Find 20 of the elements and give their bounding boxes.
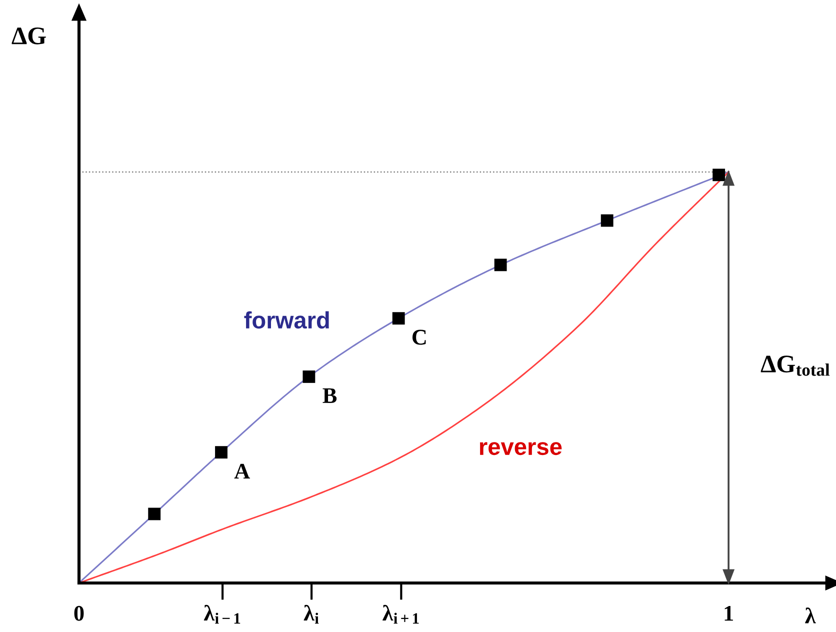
point [215, 446, 228, 459]
x-tick-label: λ$_{i+1}$ [382, 604, 419, 624]
annotation: C [412, 330, 426, 345]
x-tick-label: λ$_{i}$ [304, 604, 319, 624]
point [712, 168, 726, 182]
point [302, 370, 316, 383]
point [392, 312, 405, 325]
point [148, 508, 161, 520]
text: ΔG [12, 28, 46, 44]
series-label: reverse [480, 442, 562, 456]
point [600, 214, 614, 227]
annotation: B [322, 388, 337, 403]
x-tick-label: λ$_{i−1}$ [204, 604, 240, 624]
x-tick-label: 1 [724, 606, 733, 621]
ref-line-label: ΔG$_{total}$ [760, 356, 830, 376]
annotation: A [234, 464, 250, 478]
point [494, 258, 507, 272]
x-axis-title: λ [805, 608, 816, 624]
series-label: forward [244, 311, 329, 329]
x-tick-label: 0 [74, 606, 84, 621]
